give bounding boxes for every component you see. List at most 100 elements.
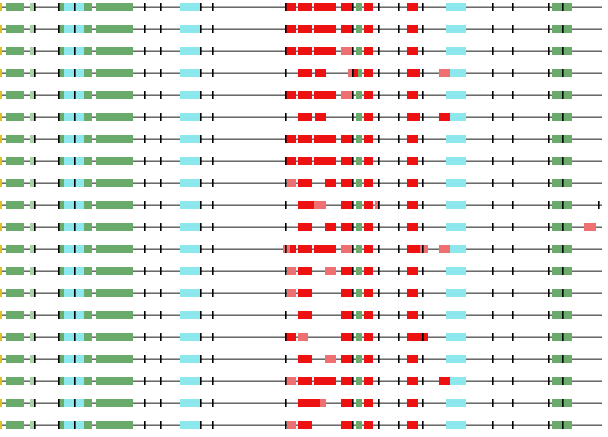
tick-mark — [422, 69, 424, 77]
tick-mark — [200, 157, 202, 165]
feature-block-cyan — [446, 201, 466, 209]
tick-mark — [74, 69, 76, 77]
tick-mark — [212, 179, 214, 187]
feature-block-green — [96, 113, 133, 121]
feature-block-cyan — [180, 267, 200, 275]
feature-block-red-light — [341, 47, 352, 55]
row-edge-marker — [0, 267, 2, 275]
feature-block-red — [341, 333, 352, 341]
alignment-row — [0, 245, 602, 253]
feature-block-red — [407, 355, 418, 363]
tick-mark — [352, 333, 354, 341]
feature-block-green-light — [30, 267, 34, 275]
alignment-row — [0, 201, 602, 209]
feature-block-red — [364, 91, 373, 99]
feature-block-green — [6, 355, 24, 363]
tick-mark — [398, 201, 400, 209]
feature-block-red — [341, 179, 352, 187]
feature-block-green — [58, 245, 64, 253]
tick-mark — [598, 201, 600, 209]
tick-mark — [34, 69, 36, 77]
feature-block-red — [314, 25, 336, 33]
feature-block-red — [341, 201, 352, 209]
tick-mark — [212, 113, 214, 121]
tick-mark — [34, 245, 36, 253]
tick-mark — [562, 421, 564, 429]
feature-block-green — [58, 399, 64, 407]
feature-block-green-light — [30, 311, 34, 319]
feature-block-red — [407, 113, 420, 121]
feature-block-green — [84, 201, 92, 209]
tick-mark — [160, 201, 162, 209]
tick-mark — [58, 377, 60, 385]
tick-mark — [144, 25, 146, 33]
tick-mark — [74, 333, 76, 341]
tick-mark — [352, 289, 354, 297]
tick-mark — [548, 91, 550, 99]
tick-mark — [160, 179, 162, 187]
tick-mark — [58, 3, 60, 11]
tick-mark — [492, 157, 494, 165]
feature-block-cyan — [180, 25, 200, 33]
alignment-row — [0, 399, 602, 407]
tick-mark — [422, 245, 424, 253]
row-edge-marker — [0, 245, 2, 253]
feature-block-red — [298, 421, 312, 429]
feature-block-green-light — [30, 377, 34, 385]
feature-block-red — [364, 25, 373, 33]
feature-block-green — [96, 245, 133, 253]
tick-mark — [160, 355, 162, 363]
tick-mark — [200, 135, 202, 143]
row-edge-marker — [0, 377, 2, 385]
tick-mark — [285, 399, 287, 407]
tick-mark — [548, 157, 550, 165]
tick-mark — [58, 289, 60, 297]
tick-mark — [160, 47, 162, 55]
tick-mark — [212, 333, 214, 341]
tick-mark — [352, 113, 354, 121]
tick-mark — [200, 201, 202, 209]
tick-mark — [398, 47, 400, 55]
feature-block-red — [285, 91, 296, 99]
tick-mark — [285, 179, 287, 187]
tick-mark — [398, 3, 400, 11]
feature-block-green — [356, 289, 362, 297]
tick-mark — [512, 91, 514, 99]
feature-block-green — [84, 245, 92, 253]
tick-mark — [34, 223, 36, 231]
feature-block-green — [96, 25, 133, 33]
feature-block-red-light — [287, 267, 296, 275]
alignment-row — [0, 25, 602, 33]
tick-mark — [548, 245, 550, 253]
feature-block-green — [84, 421, 92, 429]
tick-mark — [144, 245, 146, 253]
tick-mark — [144, 311, 146, 319]
feature-block-cyan — [180, 113, 200, 121]
feature-block-red — [439, 377, 450, 385]
tick-mark — [398, 179, 400, 187]
feature-block-red-light — [298, 333, 308, 341]
row-edge-marker — [0, 421, 2, 429]
feature-block-green-light — [30, 3, 34, 11]
tick-mark — [512, 25, 514, 33]
feature-block-green — [58, 157, 64, 165]
feature-block-red — [352, 69, 358, 77]
tick-mark — [212, 201, 214, 209]
tick-mark — [160, 157, 162, 165]
feature-block-green-light — [30, 201, 34, 209]
feature-block-red-light — [439, 245, 450, 253]
feature-block-green — [6, 245, 24, 253]
tick-mark — [512, 421, 514, 429]
feature-block-red — [364, 201, 373, 209]
tick-mark — [352, 399, 354, 407]
feature-block-green — [356, 179, 362, 187]
feature-block-red — [315, 69, 326, 77]
tick-mark — [562, 333, 564, 341]
feature-block-red — [364, 267, 373, 275]
tick-mark — [212, 157, 214, 165]
tick-mark — [378, 223, 380, 231]
tick-mark — [352, 157, 354, 165]
tick-mark — [212, 399, 214, 407]
tick-mark — [200, 179, 202, 187]
tick-mark — [562, 69, 564, 77]
